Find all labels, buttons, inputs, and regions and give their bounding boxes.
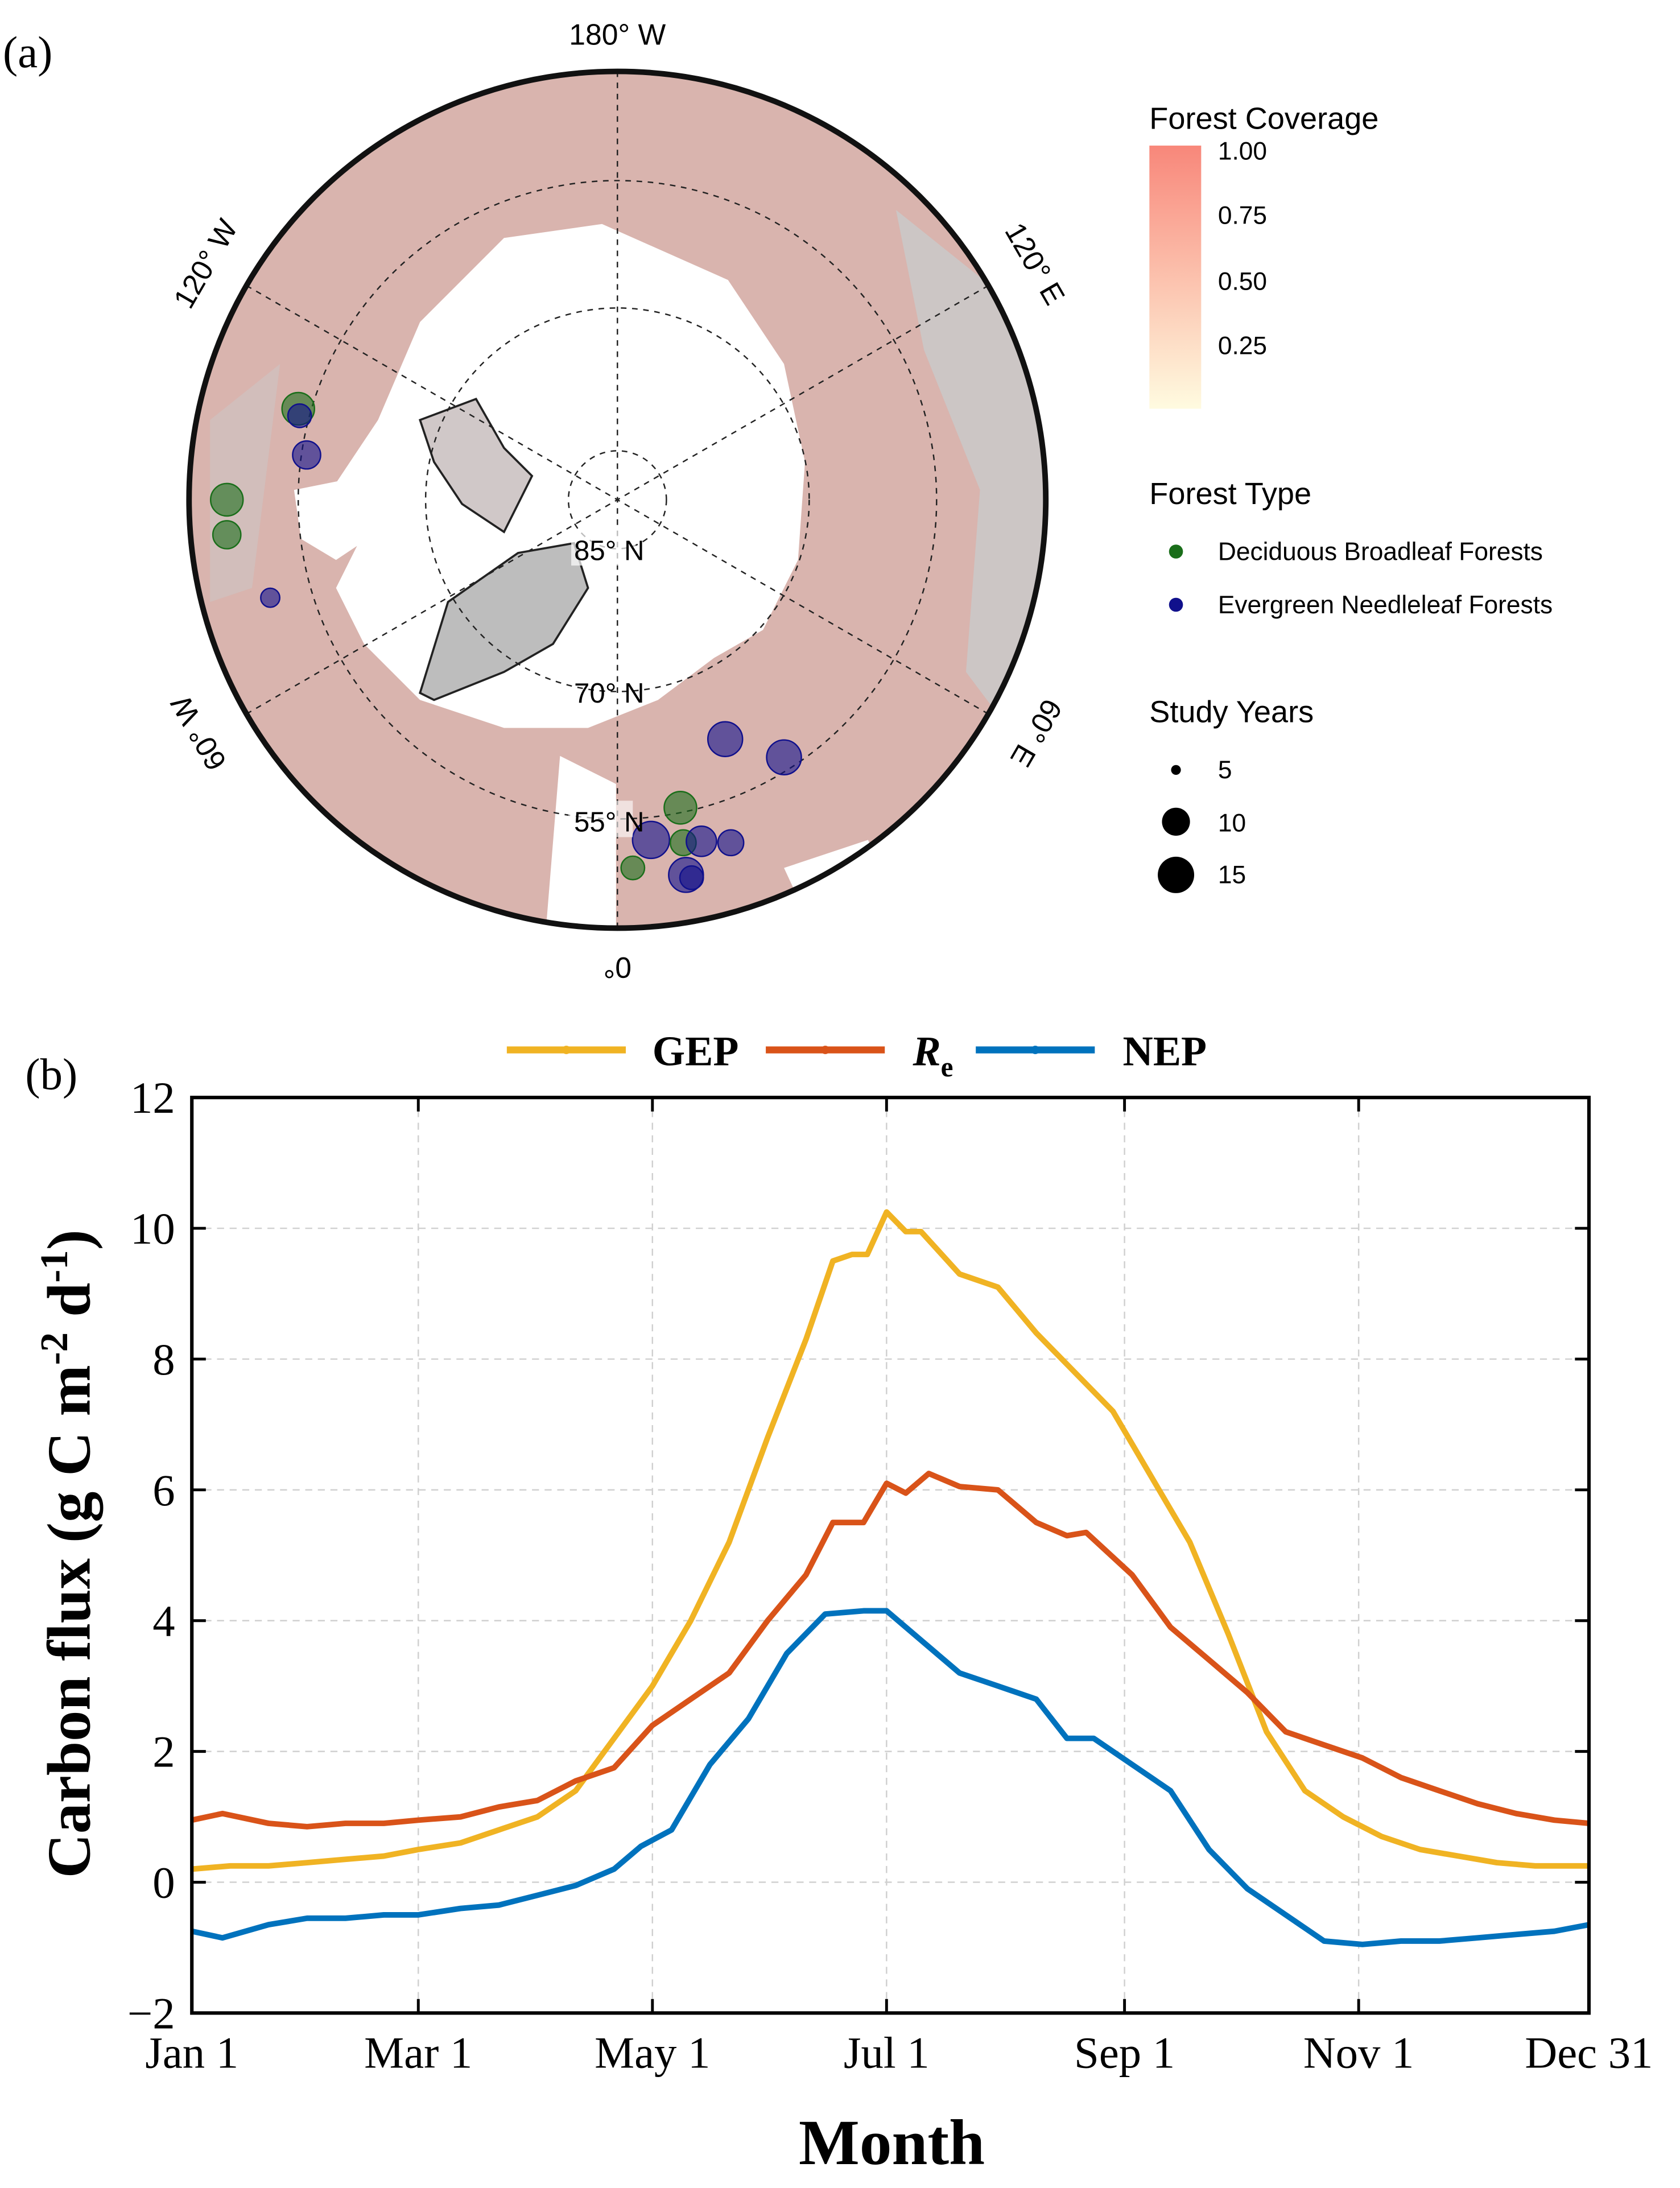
study-site-marker <box>292 440 321 470</box>
x-tick-label: Nov 1 <box>1303 2028 1414 2078</box>
lat-label-55: 55° N <box>574 807 645 838</box>
legend-forest-type: Forest Type Deciduous Broadleaf Forests … <box>1149 477 1553 619</box>
map-border <box>186 68 1049 931</box>
lon-label-60e: 60° E <box>1004 693 1069 773</box>
study-site-marker <box>766 739 802 775</box>
study-site-marker <box>679 865 704 890</box>
y-tick-label: 4 <box>152 1597 175 1646</box>
greenland <box>419 542 589 701</box>
dbf-marker <box>1169 544 1183 559</box>
y-tick-label: 2 <box>152 1728 175 1777</box>
x-tick-label: Mar 1 <box>364 2028 472 2078</box>
lon-label-0: 0° <box>604 951 631 984</box>
series-line-re <box>191 1471 1590 1830</box>
x-tick-label: May 1 <box>595 2028 710 2078</box>
x-axis-title: Month <box>799 2107 985 2178</box>
panel-b-label: (b) <box>25 1050 77 1099</box>
legend-label-nep: NEP <box>1123 1028 1207 1075</box>
study-site-marker <box>707 721 744 757</box>
chart-legend: GEP Re NEP <box>506 1028 1207 1083</box>
x-tick-label: Dec 31 <box>1525 2028 1653 2078</box>
coverage-tick: 1.00 <box>1218 138 1267 166</box>
legend-years-item: 5 <box>1218 756 1232 784</box>
coverage-tick: 0.25 <box>1218 332 1267 360</box>
study-site-marker <box>212 520 242 550</box>
y-title-part: ) <box>36 1229 104 1250</box>
x-tick-label: Jan 1 <box>145 2028 238 2078</box>
series-line-gep <box>191 1209 1589 1872</box>
plot-frame <box>190 1096 1591 2015</box>
legend-label-gep: GEP <box>653 1028 739 1075</box>
coverage-colorbar <box>1149 145 1202 409</box>
lon-label-60w: 60° W <box>164 690 233 777</box>
graticule <box>246 71 989 928</box>
polar-map <box>189 71 1046 928</box>
lat-label-70: 70° N <box>574 678 645 709</box>
study-site-marker <box>686 825 717 857</box>
panel-a-label: (a) <box>3 28 52 77</box>
y-title-part: Carbon flux (g C m <box>36 1365 104 1878</box>
y-tick-label: −2 <box>127 1989 175 2038</box>
atlantic-ocean <box>546 756 616 928</box>
size-marker <box>1162 807 1190 836</box>
legend-type-item: Evergreen Needleleaf Forests <box>1218 591 1553 619</box>
study-site-marker <box>620 855 646 881</box>
lat-label-85: 85° N <box>574 535 645 566</box>
y-title-sup: -2 <box>32 1332 76 1365</box>
study-site-marker <box>631 820 671 860</box>
legend-study-years: Study Years 5 10 15 <box>1149 695 1314 893</box>
y-title-sup: -1 <box>32 1250 76 1282</box>
y-tick-label: 12 <box>130 1074 175 1123</box>
lon-label-120e: 120° E <box>998 217 1071 311</box>
hudson-bay <box>294 476 378 560</box>
legend-marker <box>562 1046 571 1054</box>
x-tick-label: Jul 1 <box>844 2028 930 2078</box>
study-sites <box>209 391 802 893</box>
x-tick-label: Sep 1 <box>1074 2028 1175 2078</box>
legend-coverage-title: Forest Coverage <box>1149 101 1378 135</box>
y-tick-label: 8 <box>152 1335 175 1385</box>
size-marker <box>1158 856 1195 893</box>
y-axis-title: Carbon flux (g C m-2 d-1) <box>32 1229 103 1878</box>
y-tick-label: 6 <box>152 1466 175 1516</box>
series-line-nep <box>191 1608 1590 1947</box>
legend-marker <box>1031 1046 1040 1054</box>
lat-labels: 85° N 70° N 55° N <box>568 529 645 838</box>
chart-lines <box>191 1209 1590 1947</box>
coverage-tick: 0.75 <box>1218 202 1267 230</box>
study-site-marker <box>663 791 697 825</box>
study-site-marker <box>209 482 244 517</box>
panel-a: (a) 85° N 70° N 55° N <box>3 18 1553 984</box>
lon-label-120w: 120° W <box>167 213 243 313</box>
y-tick-label: 10 <box>130 1204 175 1254</box>
legend-marker <box>821 1046 830 1054</box>
legend-type-item: Deciduous Broadleaf Forests <box>1218 538 1543 565</box>
legend-type-title: Forest Type <box>1149 477 1311 511</box>
coverage-tick: 0.50 <box>1218 267 1267 295</box>
legend-forest-coverage: Forest Coverage 1.00 0.75 0.50 0.25 <box>1149 101 1378 409</box>
size-marker <box>1171 765 1181 775</box>
study-site-marker <box>717 829 745 857</box>
legend-years-item: 10 <box>1218 810 1246 837</box>
legend-years-title: Study Years <box>1149 695 1314 729</box>
arctic-archipelago <box>418 398 534 534</box>
y-tick-label: 0 <box>152 1859 175 1908</box>
chart-grid <box>192 1097 1589 2013</box>
panel-b: (b) −2 0 2 4 6 8 10 12 Jan 1 Mar 1 May 1 Jul 1 Sep 1… <box>25 1028 1653 2179</box>
study-site-marker <box>287 403 312 428</box>
y-title-part: d <box>36 1283 104 1332</box>
chart-ticks: −2 0 2 4 6 8 10 12 Jan 1 Mar 1 May 1 Jul 1 Sep 1 Nov … <box>127 1074 1653 2078</box>
lon-label-180w: 180° W <box>569 18 666 51</box>
legend-label-re: Re <box>912 1028 953 1083</box>
enf-marker <box>1169 597 1183 612</box>
legend-years-item: 15 <box>1218 861 1246 889</box>
study-site-marker <box>260 587 280 608</box>
arctic-ocean <box>322 224 805 728</box>
